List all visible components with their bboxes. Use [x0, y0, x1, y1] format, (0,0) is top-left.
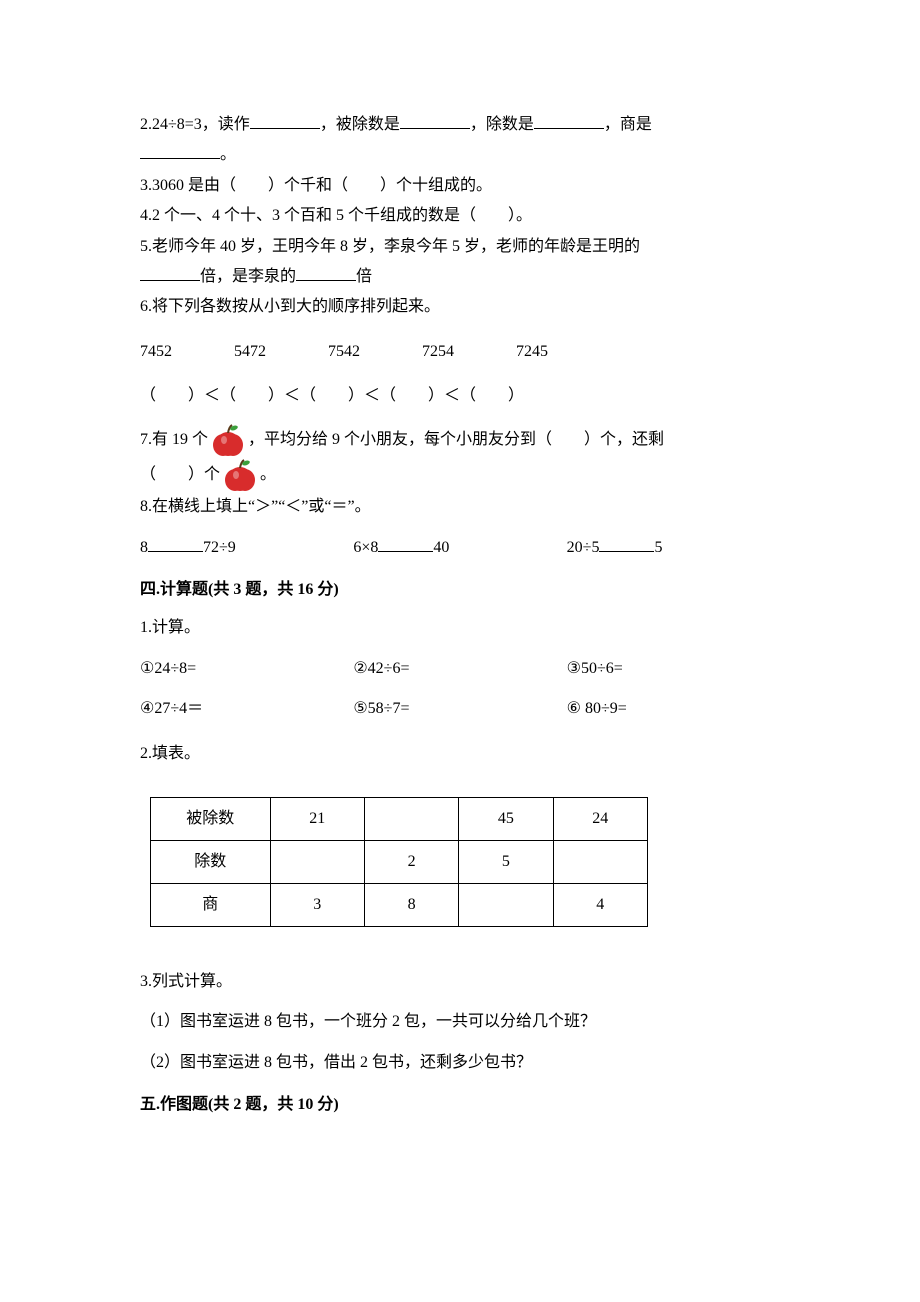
q5-blank-2	[296, 264, 356, 281]
question-3: 3.3060 是由（ ）个千和（ ）个十组成的。	[140, 171, 780, 201]
q2-seg2: ，除数是	[470, 116, 534, 133]
question-7: 7.有 19 个 ，平均分给 9 个小朋友，每个小朋友分到（ ）个，还剩 （ ）…	[140, 422, 780, 493]
section-4-head: 四.计算题(共 3 题，共 16 分)	[140, 575, 780, 605]
q5-b: 倍，是李泉的	[200, 268, 296, 285]
s4-q1-title: 1.计算。	[140, 613, 780, 643]
question-5: 5.老师今年 40 岁，王明今年 8 岁，李泉今年 5 岁，老师的年龄是王明的 …	[140, 232, 780, 293]
q8-blank-1	[148, 535, 203, 552]
question-6: 6.将下列各数按从小到大的顺序排列起来。 7452 5472 7542 7254…	[140, 292, 780, 411]
td	[459, 883, 553, 926]
q8-e1: 8 72÷9	[140, 533, 353, 563]
q7-a: 7.有 19 个	[140, 431, 208, 448]
s4q1-r2c3: ⑥ 80÷9=	[567, 694, 780, 724]
s4q1-r2c1: ④27÷4＝	[140, 694, 353, 724]
division-table: 被除数 21 45 24 除数 2 5 商 3 8 4	[150, 797, 648, 927]
apple-icon	[224, 458, 256, 492]
q8-e3a: 20÷5	[567, 539, 600, 556]
q6-n4: 7245	[516, 337, 548, 367]
th-dividend: 被除数	[151, 797, 271, 840]
q2-seg1: ，被除数是	[320, 116, 400, 133]
apple-icon	[212, 423, 244, 457]
q8-blank-2	[378, 535, 433, 552]
s4q1-r2c2: ⑤58÷7=	[353, 694, 566, 724]
q8-e2: 6×8 40	[353, 533, 566, 563]
td	[270, 840, 364, 883]
q2-suffix: 。	[220, 146, 236, 163]
q7-c: （ ）个	[140, 466, 220, 483]
q6-title: 6.将下列各数按从小到大的顺序排列起来。	[140, 292, 780, 322]
q6-n3: 7254	[422, 337, 454, 367]
question-2: 2.24÷8=3，读作 ，被除数是 ，除数是 ，商是 。	[140, 110, 780, 171]
q8-e2b: 40	[433, 539, 449, 556]
s4-q3-title: 3.列式计算。	[140, 967, 780, 997]
s4q1-r1c2: ②42÷6=	[353, 654, 566, 684]
q8-blank-3	[599, 535, 654, 552]
td: 2	[364, 840, 458, 883]
q2-seg3: ，商是	[604, 116, 652, 133]
td: 8	[364, 883, 458, 926]
s4-q3-a: （1）图书室运进 8 包书，一个班分 2 包，一共可以分给几个班？	[140, 1007, 780, 1037]
td: 3	[270, 883, 364, 926]
q2-blank-read	[250, 112, 320, 129]
q8-e2a: 6×8	[353, 539, 378, 556]
q8-e1a: 8	[140, 539, 148, 556]
s4q1-r1c1: ①24÷8=	[140, 654, 353, 684]
q6-n1: 5472	[234, 337, 266, 367]
q2-prefix: 2.24÷8=3，读作	[140, 116, 250, 133]
page: 2.24÷8=3，读作 ，被除数是 ，除数是 ，商是 。 3.3060 是由（ ）个千…	[0, 0, 920, 1180]
td	[364, 797, 458, 840]
q6-n2: 7542	[328, 337, 360, 367]
q6-compare: （ ）＜（ ）＜（ ）＜（ ）＜（ ）	[140, 381, 780, 411]
td: 5	[459, 840, 553, 883]
td: 4	[553, 883, 647, 926]
q2-blank-divisor	[534, 112, 604, 129]
section-5-head: 五.作图题(共 2 题，共 10 分)	[140, 1090, 780, 1120]
q8-row: 8 72÷9 6×8 40 20÷5 5	[140, 533, 780, 563]
table-row: 商 3 8 4	[151, 883, 648, 926]
q2-blank-dividend	[400, 112, 470, 129]
q5-blank-1	[140, 264, 200, 281]
q6-numbers: 7452 5472 7542 7254 7245	[140, 337, 780, 367]
s4q1-r1c3: ③50÷6=	[567, 654, 780, 684]
td: 45	[459, 797, 553, 840]
s4-q2-title: 2.填表。	[140, 739, 780, 769]
q7-b: ，平均分给 9 个小朋友，每个小朋友分到（ ）个，还剩	[248, 431, 664, 448]
q5-c: 倍	[356, 268, 372, 285]
q8-title: 8.在横线上填上“＞”“＜”或“＝”。	[140, 492, 780, 522]
th-divisor: 除数	[151, 840, 271, 883]
q6-n0: 7452	[140, 337, 172, 367]
q8-e1b: 72÷9	[203, 539, 236, 556]
td: 24	[553, 797, 647, 840]
question-8: 8.在横线上填上“＞”“＜”或“＝”。 8 72÷9 6×8 40 20÷5 5	[140, 492, 780, 563]
table-row: 除数 2 5	[151, 840, 648, 883]
q7-d: 。	[260, 466, 276, 483]
question-4: 4.2 个一、4 个十、3 个百和 5 个千组成的数是（ ）。	[140, 201, 780, 231]
s4-q3-b: （2）图书室运进 8 包书，借出 2 包书，还剩多少包书？	[140, 1048, 780, 1078]
q8-e3: 20÷5 5	[567, 533, 780, 563]
s4-q1-row1: ①24÷8= ②42÷6= ③50÷6=	[140, 654, 780, 684]
td	[553, 840, 647, 883]
s4-q1-row2: ④27÷4＝ ⑤58÷7= ⑥ 80÷9=	[140, 694, 780, 724]
q5-a: 5.老师今年 40 岁，王明今年 8 岁，李泉今年 5 岁，老师的年龄是王明的	[140, 238, 640, 255]
q2-blank-quotient	[140, 142, 220, 159]
q8-e3b: 5	[654, 539, 662, 556]
th-quotient: 商	[151, 883, 271, 926]
td: 21	[270, 797, 364, 840]
table-row: 被除数 21 45 24	[151, 797, 648, 840]
